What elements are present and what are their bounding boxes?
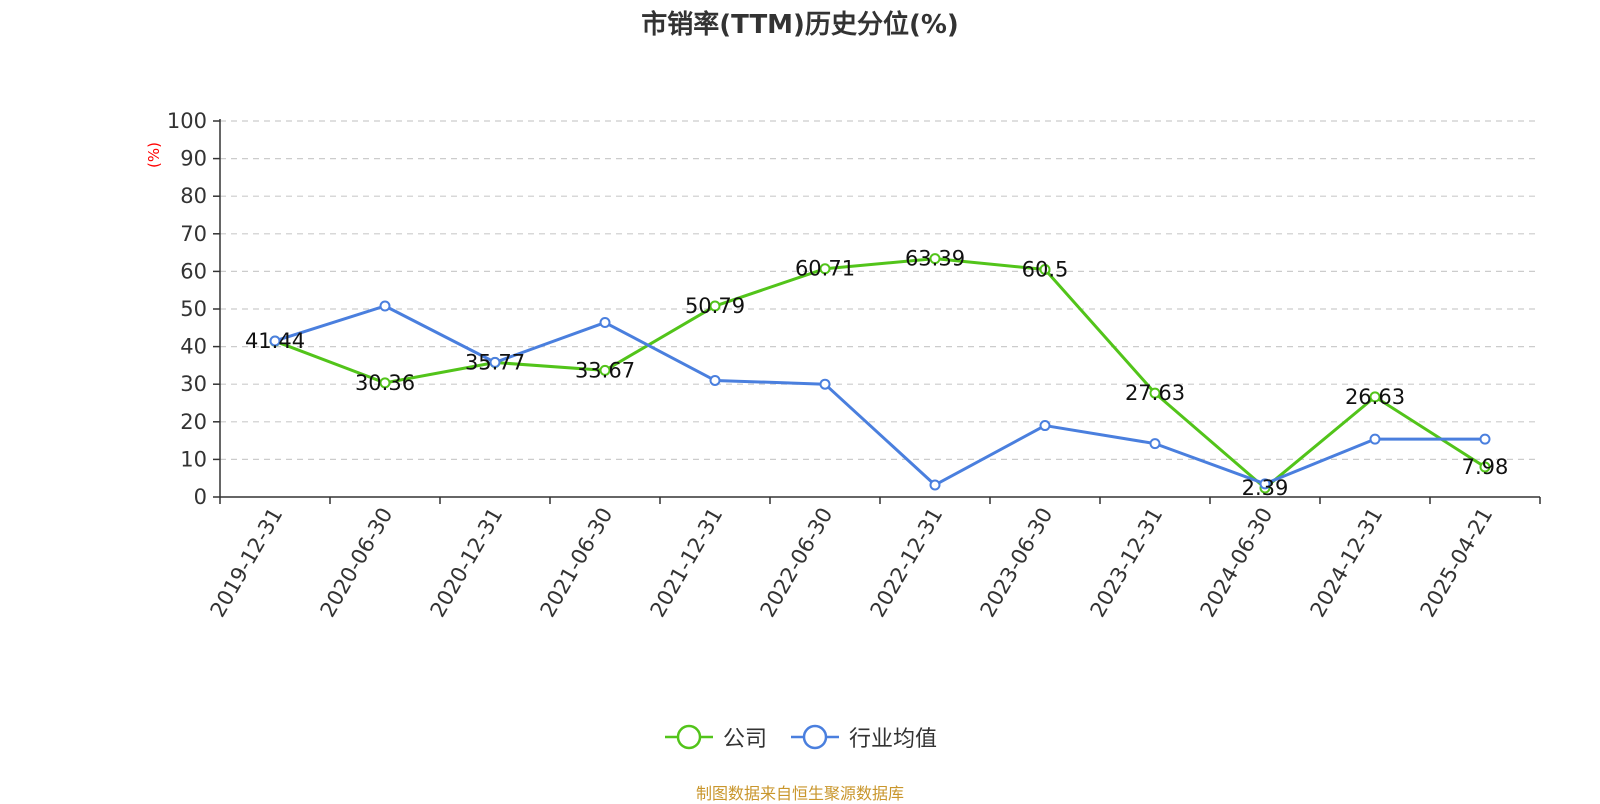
data-point [1039, 420, 1051, 432]
data-label: 7.98 [1462, 455, 1509, 479]
data-point [1039, 264, 1051, 276]
series [269, 253, 1491, 494]
data-point [1149, 438, 1161, 450]
data-point [819, 378, 831, 390]
x-tick-label: 2025-04-21 [1416, 504, 1498, 622]
data-label: 2.39 [1242, 476, 1289, 500]
data-label: 60.5 [1022, 258, 1069, 282]
grid-lines [220, 120, 1540, 460]
data-point [819, 263, 831, 275]
chart-title: 市销率(TTM)历史分位(%) [641, 10, 959, 40]
y-tick-label: 70 [180, 222, 207, 246]
x-tick-label: 2022-12-31 [866, 504, 948, 622]
data-point [709, 374, 721, 386]
data-point [929, 253, 941, 265]
data-label: 27.63 [1125, 381, 1185, 405]
x-tick-label: 2021-12-31 [646, 504, 728, 622]
data-point [1369, 391, 1381, 403]
data-point [1259, 478, 1271, 490]
data-label: 30.36 [355, 371, 415, 395]
y-tick-label: 0 [194, 485, 207, 509]
x-tick-label: 2022-06-30 [756, 504, 838, 622]
data-point [1479, 433, 1491, 445]
data-point [599, 317, 611, 329]
data-label: 50.79 [685, 294, 745, 318]
data-point [1369, 433, 1381, 445]
legend-marker-icon [791, 724, 839, 750]
y-tick-label: 50 [180, 297, 207, 321]
data-labels: 41.44 30.36 35.77 33.67 50.79 60.71 63.39 60.5 2… [245, 247, 1508, 500]
legend-label: 公司 [722, 727, 767, 752]
data-label: 26.63 [1345, 385, 1405, 409]
y-tick-label: 20 [180, 410, 207, 434]
legend-label: 行业均值 [849, 727, 938, 752]
y-tick-label: 100 [167, 109, 207, 133]
data-point [489, 356, 501, 368]
x-tick-label: 2020-12-31 [426, 504, 508, 622]
data-label: 41.44 [245, 329, 305, 353]
x-tick-label: 2023-12-31 [1086, 504, 1168, 622]
x-tick-label: 2020-06-30 [316, 504, 398, 622]
legend-marker-icon [664, 724, 713, 750]
data-label: 63.39 [905, 247, 965, 271]
x-tick-label: 2023-06-30 [976, 504, 1058, 622]
legend-item-company[interactable]: 公司 [663, 721, 767, 753]
y-tick-label: 60 [180, 259, 207, 283]
data-point [929, 479, 941, 491]
series-line-industry [274, 304, 1485, 487]
data-label: 35.77 [465, 351, 525, 375]
y-axis-label: (%) [145, 142, 163, 168]
data-label: 60.71 [795, 257, 855, 281]
data-point [379, 377, 391, 389]
data-point [1479, 461, 1491, 473]
legend-item-industry[interactable]: 行业均值 [789, 721, 937, 753]
data-point [1149, 387, 1161, 399]
y-tick-label: 80 [180, 184, 207, 208]
data-point [269, 335, 281, 347]
y-tick-label: 90 [180, 147, 207, 171]
x-tick-label: 2024-06-30 [1196, 504, 1278, 622]
data-point [599, 364, 611, 376]
source-note: 制图数据来自恒生聚源数据库 [695, 784, 904, 803]
legend: 公司 行业均值 [0, 719, 1600, 755]
data-label: 33.67 [575, 358, 635, 382]
y-tick-label: 40 [180, 335, 207, 359]
x-tick-label: 2021-06-30 [536, 504, 618, 622]
data-point [709, 300, 721, 312]
x-tick-label: 2019-12-31 [206, 504, 288, 622]
series-line-company [274, 257, 1486, 490]
axes: 0 10 20 30 40 50 60 70 80 90 100 2019-12-31 2020-06-… [167, 109, 1541, 622]
y-tick-label: 30 [180, 372, 207, 396]
x-tick-label: 2024-12-31 [1306, 504, 1388, 622]
y-tick-label: 10 [180, 447, 207, 471]
data-point [379, 300, 391, 312]
